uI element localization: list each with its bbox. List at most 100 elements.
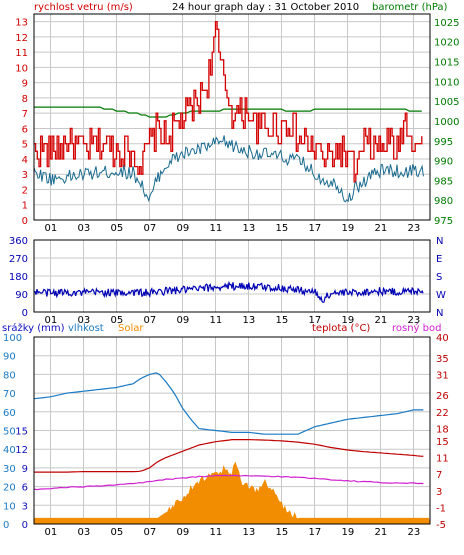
direction-tick-label: 0 — [22, 308, 28, 319]
x-tick-label: 15 — [276, 527, 289, 538]
compass-label: N — [436, 236, 443, 247]
x-tick-label: 23 — [408, 315, 421, 326]
wind-tick-label: 7 — [22, 109, 28, 120]
graph-title: 24 hour graph day : 31 October 2010 — [172, 2, 359, 13]
x-tick-label: 09 — [177, 315, 190, 326]
x-tick-label: 03 — [78, 315, 91, 326]
pressure-tick-label: 1025 — [434, 18, 459, 29]
humidity-tick-label: 100 — [3, 333, 22, 344]
wind-gust-line — [34, 20, 423, 183]
x-tick-label: 13 — [243, 527, 256, 538]
wind-tick-label: 11 — [15, 48, 28, 59]
panel-border — [33, 239, 431, 313]
temperature-tick-label: 35 — [436, 354, 449, 365]
dewpoint-line — [33, 474, 424, 491]
x-tick-label: 11 — [210, 223, 223, 234]
x-tick-label: 01 — [45, 527, 58, 538]
x-tick-label: 01 — [45, 223, 58, 234]
rain-tick-label: 12 — [15, 445, 28, 456]
humidity-tick-label: 10 — [3, 501, 16, 512]
pressure-tick-label: 985 — [434, 176, 453, 187]
x-tick-label: 17 — [309, 315, 322, 326]
rain-tick-label: 6 — [22, 483, 28, 494]
wind-tick-label: 6 — [22, 124, 28, 135]
wind-tick-label: 8 — [22, 94, 28, 105]
wind-tick-label: 12 — [15, 33, 28, 44]
x-tick-label: 07 — [144, 315, 157, 326]
direction-tick-label: 360 — [9, 236, 28, 247]
temperature-tick-label: -5 — [436, 520, 446, 531]
humidity-tick-label: 60 — [3, 408, 16, 419]
dewpoint-label: rosný bod — [392, 322, 441, 334]
direction-tick-label: 180 — [9, 272, 28, 283]
x-tick-label: 05 — [111, 315, 124, 326]
wind-tick-label: 0 — [22, 216, 28, 227]
pressure-tick-label: 1010 — [434, 77, 459, 88]
x-tick-label: 09 — [177, 223, 190, 234]
wind-direction-line — [34, 280, 424, 304]
humidity-tick-label: 40 — [3, 445, 16, 456]
pressure-tick-label: 990 — [434, 157, 453, 168]
wind-axis-title: rychlost vetru (m/s) — [34, 2, 133, 13]
humidity-tick-label: 70 — [3, 389, 16, 400]
humidity-tick-label: 0 — [3, 520, 9, 531]
x-tick-label: 19 — [342, 223, 355, 234]
x-tick-label: 21 — [375, 223, 388, 234]
pressure-tick-label: 995 — [434, 137, 453, 148]
x-tick-label: 15 — [276, 223, 289, 234]
x-tick-label: 13 — [243, 223, 256, 234]
temperature-axis-title: teplota (°C) — [312, 323, 370, 334]
panel-border — [33, 336, 431, 525]
temperature-tick-label: -1 — [436, 503, 446, 514]
x-tick-label: 07 — [144, 223, 157, 234]
x-tick-label: 07 — [144, 527, 157, 538]
pressure-tick-label: 975 — [434, 216, 453, 227]
rain-tick-label: 9 — [22, 464, 28, 475]
temperature-tick-label: 7 — [436, 470, 442, 481]
humidity-line — [33, 372, 424, 435]
pressure-tick-label: 1020 — [434, 38, 459, 49]
compass-label: W — [436, 290, 446, 301]
x-tick-label: 03 — [78, 527, 91, 538]
x-tick-label: 23 — [408, 223, 421, 234]
pressure-tick-label: 980 — [434, 196, 453, 207]
pressure-line — [34, 106, 422, 118]
compass-label: N — [436, 308, 443, 319]
wind-tick-label: 13 — [15, 18, 28, 29]
temperature-tick-label: 40 — [436, 333, 449, 344]
wind-tick-label: 9 — [22, 79, 28, 90]
x-tick-label: 05 — [111, 527, 124, 538]
direction-tick-label: 270 — [9, 254, 28, 265]
x-tick-label: 05 — [111, 223, 124, 234]
pressure-tick-label: 1000 — [434, 117, 459, 128]
wind-tick-label: 4 — [22, 155, 28, 166]
x-tick-label: 21 — [375, 315, 388, 326]
rain-tick-label: 0 — [22, 520, 28, 531]
x-tick-label: 09 — [177, 527, 190, 538]
temperature-tick-label: 18 — [436, 424, 449, 435]
humidity-tick-label: 20 — [3, 483, 16, 494]
wind-tick-label: 10 — [15, 63, 28, 74]
x-tick-label: 11 — [210, 315, 223, 326]
wind-tick-label: 3 — [22, 170, 28, 181]
x-tick-label: 23 — [408, 527, 421, 538]
temperature-tick-label: 15 — [436, 437, 449, 448]
wind-tick-label: 2 — [22, 185, 28, 196]
humidity-tick-label: 80 — [3, 370, 16, 381]
pressure-axis-title: barometr (hPa) — [372, 2, 448, 13]
humidity-tick-label: 90 — [3, 352, 16, 363]
wind-tick-label: 1 — [22, 201, 28, 212]
x-tick-label: 13 — [243, 315, 256, 326]
rain-tick-label: 15 — [15, 427, 28, 438]
humidity-label: vlhkost — [68, 323, 104, 334]
panel-border — [33, 13, 431, 221]
x-tick-label: 21 — [375, 527, 388, 538]
x-tick-label: 15 — [276, 315, 289, 326]
x-tick-label: 19 — [342, 527, 355, 538]
x-tick-label: 17 — [309, 223, 322, 234]
x-tick-label: 19 — [342, 315, 355, 326]
humidity-tick-label: 30 — [3, 464, 16, 475]
rain-axis-title: srážky (mm) — [2, 322, 65, 334]
wind-average-line — [33, 135, 424, 203]
